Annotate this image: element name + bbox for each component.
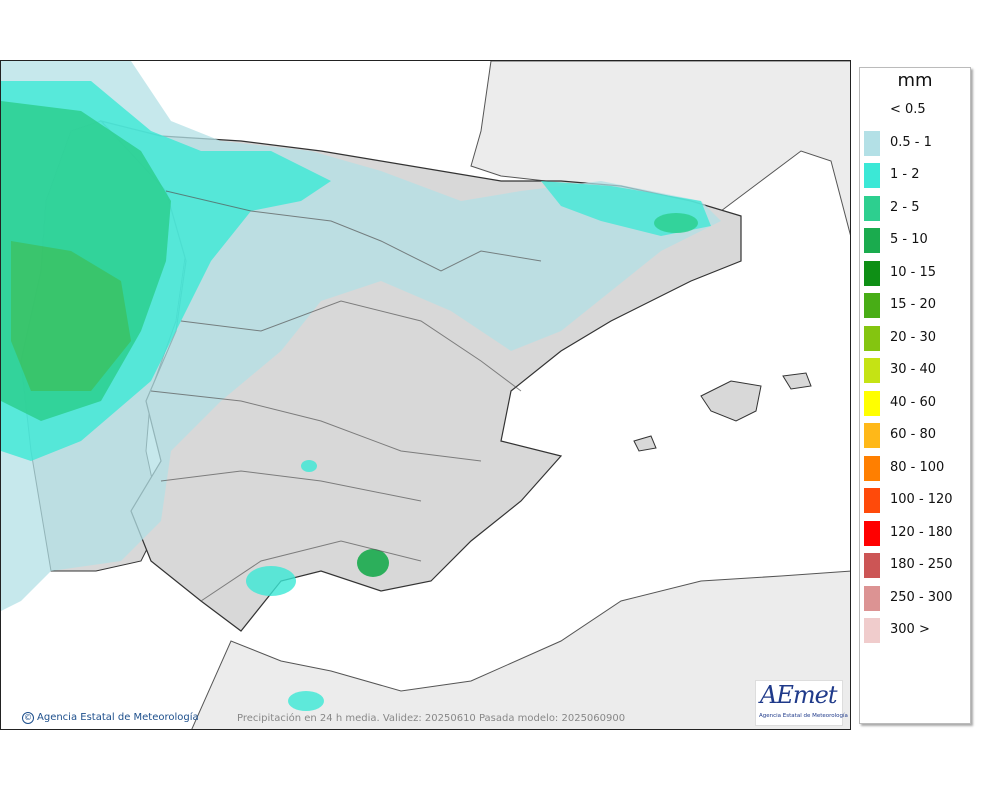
precip-cell-south: [357, 549, 389, 577]
legend-item: 300 >: [864, 618, 968, 643]
legend-label: 30 - 40: [890, 362, 937, 377]
region-borders: [150, 190, 542, 602]
legend-swatch: [864, 423, 880, 448]
credit-label: Agencia Estatal de Meteorología: [37, 712, 199, 723]
legend-label: 10 - 15: [890, 264, 937, 280]
legend-label: 80 - 100: [890, 459, 945, 475]
legend-item: 180 - 250: [864, 553, 968, 578]
map-canvas: [1, 61, 850, 729]
legend-label: 250 - 300: [890, 589, 953, 605]
legend-unit: mm: [897, 70, 933, 91]
copyright-icon: ©: [22, 712, 34, 724]
legend-label: 20 - 30: [890, 329, 937, 345]
logo-wordmark: AEmet: [760, 681, 837, 709]
credit-text[interactable]: © Agencia Estatal de Meteorología: [22, 712, 199, 724]
legend-swatch: [864, 260, 880, 286]
legend-label: 0.5 - 1: [890, 134, 932, 150]
legend-label: 300 >: [890, 622, 930, 637]
logo-subtitle: Agencia Estatal de Meteorología: [759, 713, 848, 719]
legend-label: 180 - 250: [890, 557, 953, 572]
legend-item: 0.5 - 1: [864, 130, 968, 156]
legend-label: 15 - 20: [890, 297, 937, 312]
legend-swatch: [864, 488, 880, 513]
legend-swatch: [864, 520, 880, 546]
legend-label: 5 - 10: [890, 232, 928, 247]
legend-item: 80 - 100: [864, 455, 968, 481]
legend-panel: mm < 0.5 0.5 - 1 1 - 2 2 - 5 5 - 10 10 - 15 15…: [859, 67, 971, 724]
legend-item: 40 - 60: [864, 390, 968, 416]
legend-label: 120 - 180: [890, 524, 953, 540]
precip-5-10: [11, 241, 131, 391]
legend-item: 30 - 40: [864, 358, 968, 383]
legend-item: 2 - 5: [864, 195, 968, 221]
legend-swatch: [864, 293, 880, 318]
precip-2-5: [1, 101, 171, 421]
precip-1-2-central: [301, 460, 317, 472]
aemet-logo[interactable]: AEmet Agencia Estatal de Meteorología: [755, 680, 848, 726]
legend-swatch: [864, 163, 880, 188]
legend-swatch: [864, 325, 880, 351]
legend-item: 250 - 300: [864, 585, 968, 611]
legend-swatch: [864, 553, 880, 578]
precip-1-2-africa: [288, 691, 324, 711]
legend-label: < 0.5: [890, 102, 926, 117]
legend-item: 60 - 80: [864, 423, 968, 448]
legend-item: 5 - 10: [864, 228, 968, 253]
legend-swatch: [864, 130, 880, 156]
legend-swatch: [864, 228, 880, 253]
legend-item: 1 - 2: [864, 163, 968, 188]
legend-item: 20 - 30: [864, 325, 968, 351]
precip-2-5-pyrenees: [654, 213, 698, 233]
legend-swatch: [864, 455, 880, 481]
legend-swatch: [864, 98, 880, 123]
legend-item: < 0.5: [864, 98, 968, 123]
legend-label: 60 - 80: [890, 427, 937, 442]
legend-label: 100 - 120: [890, 492, 953, 507]
legend-label: 1 - 2: [890, 167, 920, 182]
map-caption: Precipitación en 24 h media. Validez: 20…: [237, 713, 626, 724]
precipitation-map: [0, 60, 851, 730]
legend-swatch: [864, 358, 880, 383]
legend-item: 120 - 180: [864, 520, 968, 546]
precip-1-2-andalusia: [246, 566, 296, 596]
legend-item: 10 - 15: [864, 260, 968, 286]
legend-swatch: [864, 585, 880, 611]
mallorca-island: [700, 380, 762, 422]
legend-label: 2 - 5: [890, 199, 920, 215]
legend-swatch: [864, 390, 880, 416]
legend-item: 15 - 20: [864, 293, 968, 318]
legend-swatch: [864, 195, 880, 221]
menorca-island: [782, 372, 812, 390]
africa-land: [191, 570, 850, 729]
legend-swatch: [864, 618, 880, 643]
ibiza-island: [633, 435, 657, 452]
legend-item: 100 - 120: [864, 488, 968, 513]
legend-label: 40 - 60: [890, 394, 937, 410]
